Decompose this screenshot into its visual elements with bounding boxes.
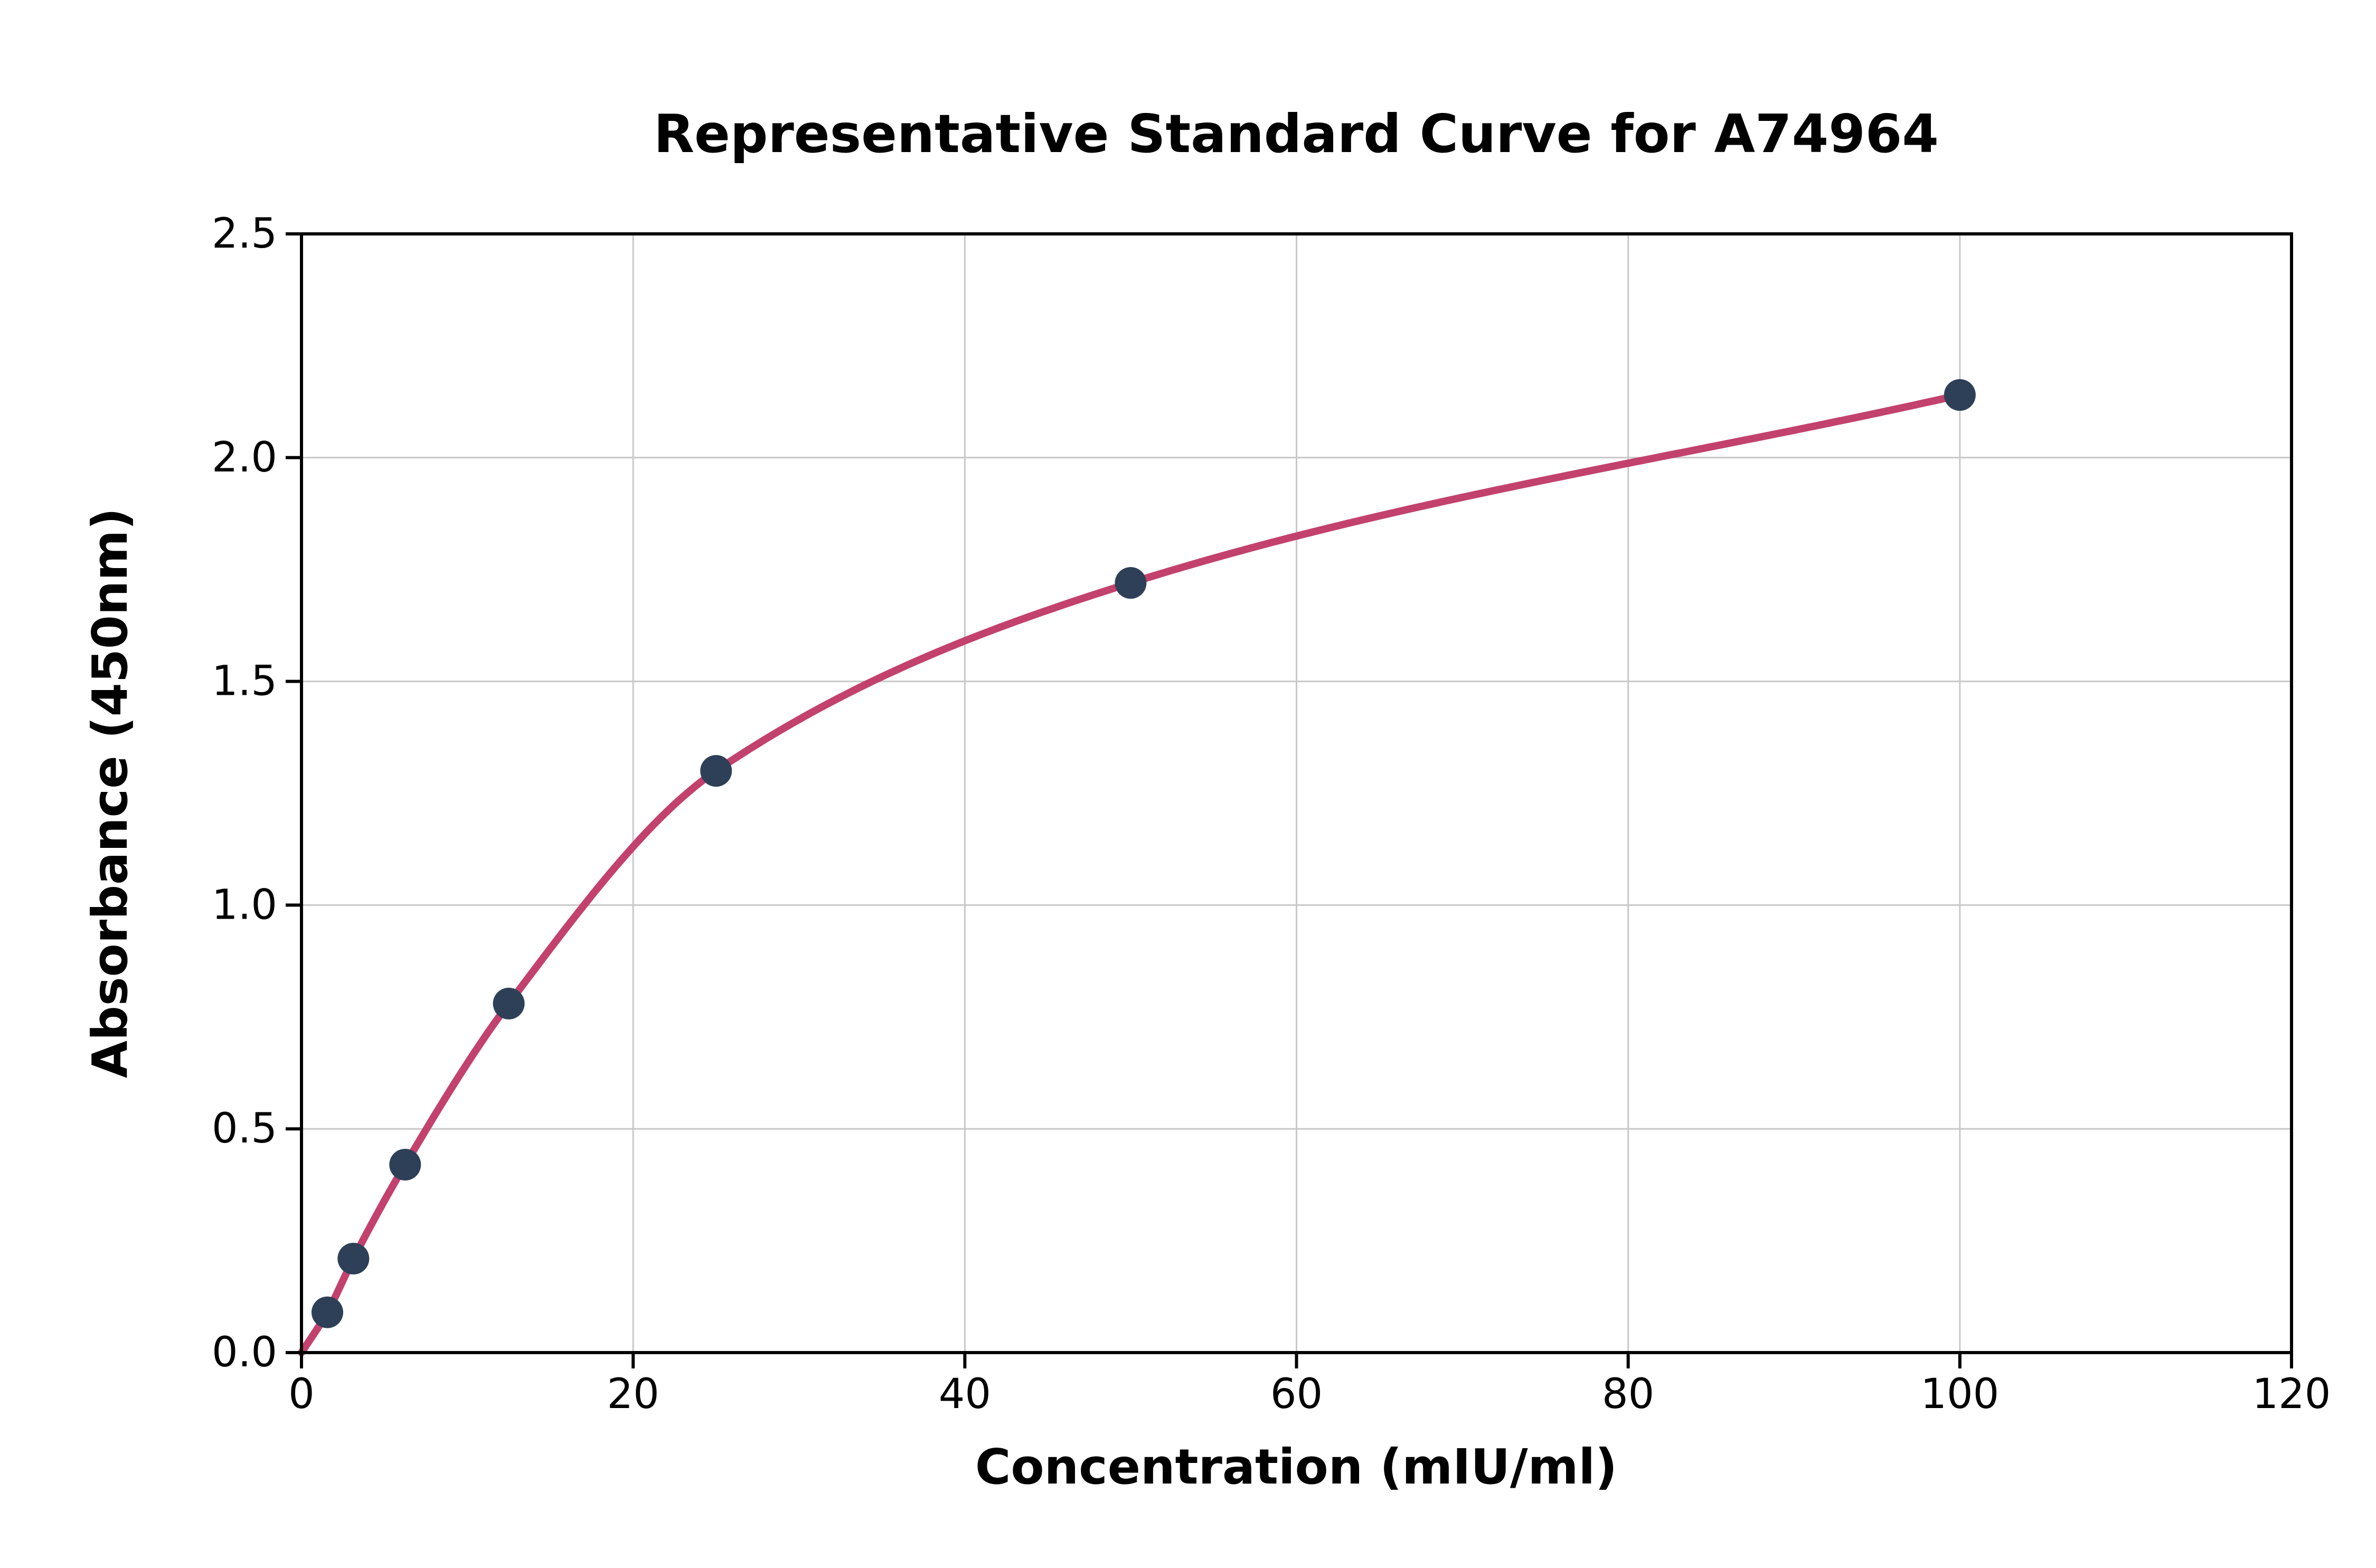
y-tick-label: 0.0	[212, 1329, 277, 1376]
x-tick-label: 20	[607, 1371, 659, 1418]
y-tick-label: 1.5	[212, 658, 277, 705]
data-point	[1944, 379, 1976, 411]
data-point	[493, 987, 525, 1019]
data-point	[311, 1296, 343, 1328]
y-tick-label: 2.0	[212, 434, 277, 481]
plot-layer: 0 20 40 60 80 100 120 0.0 0.5 1.0 1.5 2.0 2.5	[212, 210, 2331, 1418]
x-tick-label: 100	[1920, 1371, 1999, 1418]
y-tick-label: 2.5	[212, 210, 277, 258]
fit-curve	[298, 391, 1964, 1356]
data-point	[337, 1243, 370, 1275]
x-tick-label: 0	[288, 1371, 315, 1418]
y-tick-label: 0.5	[212, 1105, 277, 1153]
data-point	[389, 1149, 421, 1181]
x-tick-label: 120	[2252, 1371, 2331, 1418]
x-tick-label: 60	[1270, 1371, 1323, 1418]
x-tick-label: 80	[1602, 1371, 1654, 1418]
y-axis-label: Absorbance (450nm)	[82, 508, 138, 1078]
data-point	[700, 755, 732, 787]
x-axis-label: Concentration (mIU/ml)	[975, 1439, 1617, 1495]
data-point	[1115, 567, 1147, 599]
y-tick-label: 1.0	[212, 881, 277, 929]
chart-title: Representative Standard Curve for A74964	[654, 103, 1939, 165]
x-tick-label: 40	[939, 1371, 991, 1418]
